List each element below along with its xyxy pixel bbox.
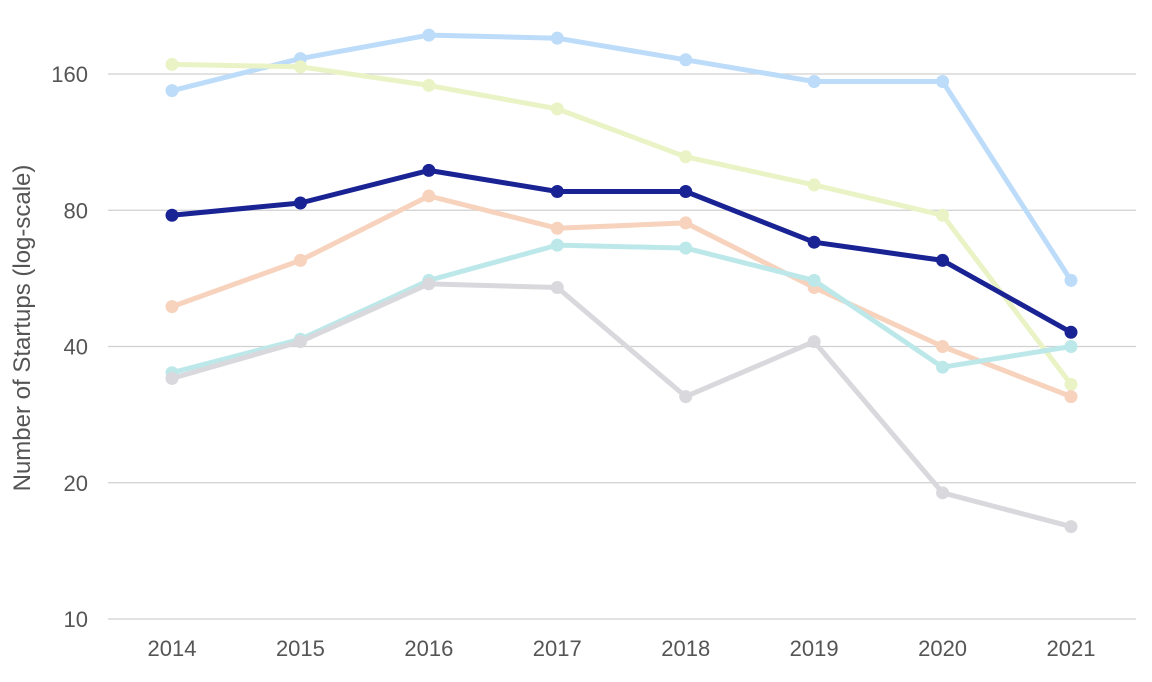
data-point <box>936 208 950 222</box>
data-point <box>679 185 693 199</box>
series-2 <box>165 57 1078 391</box>
data-point <box>679 53 693 67</box>
data-point <box>936 360 950 374</box>
series-line <box>169 193 1074 400</box>
data-point <box>165 371 179 385</box>
data-point <box>550 238 564 252</box>
data-point <box>293 196 307 210</box>
series-line <box>169 61 1074 387</box>
x-tick-label: 2018 <box>661 636 710 661</box>
data-point <box>679 241 693 255</box>
data-point <box>165 208 179 222</box>
series-line <box>169 32 1074 283</box>
data-point <box>1064 340 1078 353</box>
data-point <box>1064 377 1078 391</box>
data-point <box>550 221 564 235</box>
y-tick-label: 160 <box>51 62 88 87</box>
series-3 <box>165 163 1078 339</box>
x-tick-label: 2020 <box>918 636 967 661</box>
x-tick-label: 2015 <box>276 636 325 661</box>
x-tick-label: 2019 <box>790 636 839 661</box>
data-point <box>422 78 436 92</box>
data-point <box>422 189 436 203</box>
data-point <box>807 335 821 349</box>
x-axis-tick-labels: 2014 2015 2016 2017 2018 2019 2020 2021 <box>148 636 1096 661</box>
data-point <box>679 150 693 164</box>
x-tick-label: 2016 <box>404 636 453 661</box>
series-lines <box>165 28 1078 534</box>
y-axis-tick-labels: 10 20 40 80 160 <box>51 62 88 632</box>
data-point <box>807 75 821 89</box>
series-1 <box>165 28 1078 287</box>
data-point <box>165 84 179 98</box>
data-point <box>293 335 307 349</box>
series-line <box>169 242 1074 376</box>
data-point <box>936 340 950 353</box>
series-6 <box>165 277 1078 534</box>
data-point <box>422 163 436 177</box>
data-point <box>1064 520 1078 534</box>
data-point <box>936 486 950 500</box>
x-tick-label: 2021 <box>1047 636 1096 661</box>
data-point <box>807 178 821 192</box>
y-axis-title: Number of Startups (log-scale) <box>9 165 36 492</box>
data-point <box>1064 273 1078 287</box>
x-tick-label: 2017 <box>533 636 582 661</box>
data-point <box>550 185 564 199</box>
series-line <box>169 167 1074 335</box>
y-tick-label: 80 <box>64 198 88 223</box>
data-point <box>936 253 950 267</box>
gridlines <box>108 73 1136 620</box>
data-point <box>165 300 179 314</box>
data-point <box>679 216 693 230</box>
data-point <box>679 390 693 404</box>
x-tick-label: 2014 <box>148 636 197 661</box>
data-point <box>293 253 307 267</box>
y-tick-label: 20 <box>64 471 88 496</box>
data-point <box>422 277 436 291</box>
data-point <box>1064 390 1078 404</box>
y-tick-label: 40 <box>64 335 88 360</box>
data-point <box>165 57 179 71</box>
data-point <box>1064 325 1078 339</box>
data-point <box>550 281 564 295</box>
data-point <box>807 273 821 287</box>
data-point <box>550 31 564 45</box>
data-point <box>936 75 950 89</box>
series-line <box>169 281 1074 530</box>
data-point <box>422 28 436 42</box>
y-tick-label: 10 <box>64 607 88 632</box>
data-point <box>807 235 821 249</box>
data-point <box>293 60 307 74</box>
data-point <box>550 102 564 116</box>
series-4 <box>165 189 1078 404</box>
